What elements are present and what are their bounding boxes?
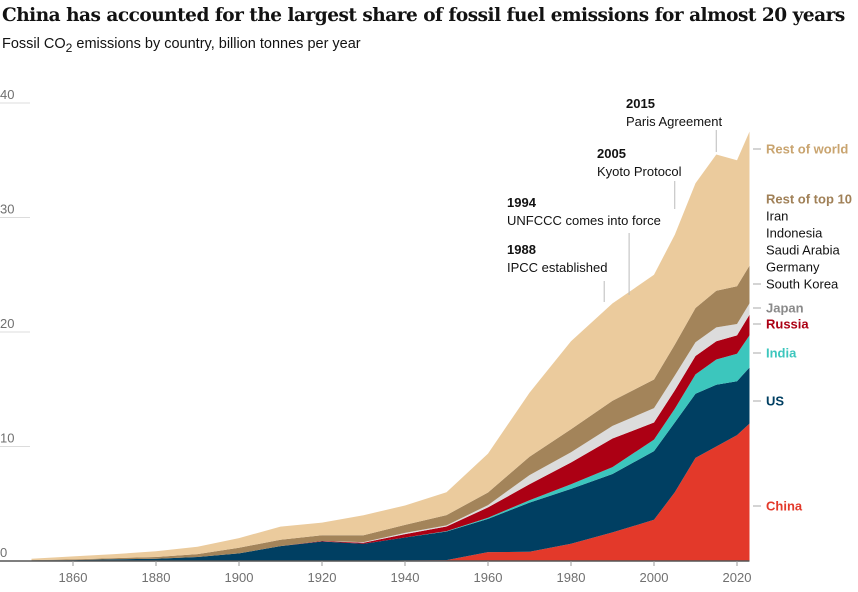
x-axis: 1860 1880 1900 1920 1940 1960 1980 2000 2020 bbox=[0, 560, 752, 585]
series-member-label: Indonesia bbox=[766, 226, 823, 241]
series-label: US bbox=[766, 394, 784, 409]
subtitle-text-end: emissions by country, billion tonnes per… bbox=[72, 36, 361, 52]
area-us bbox=[31, 367, 750, 561]
x-tick-label: 1960 bbox=[474, 570, 503, 585]
x-tick-label: 2020 bbox=[723, 570, 752, 585]
series-label: China bbox=[766, 499, 803, 514]
x-tick-label: 1980 bbox=[557, 570, 586, 585]
area-japan bbox=[31, 303, 750, 561]
chart-subtitle: Fossil CO2 emissions by country, billion… bbox=[2, 36, 361, 55]
x-tick-label: 1880 bbox=[142, 570, 171, 585]
subtitle-text: Fossil CO bbox=[2, 36, 66, 52]
series-label: Rest of top 10 bbox=[766, 192, 852, 207]
y-tick-label: 20 bbox=[0, 316, 14, 331]
series-member-label: Iran bbox=[766, 209, 788, 224]
annotation-text: Paris Agreement bbox=[626, 114, 722, 129]
annotation-year: 2005 bbox=[597, 146, 626, 161]
x-tick-label: 2000 bbox=[640, 570, 669, 585]
y-tick-label: 10 bbox=[0, 431, 14, 446]
areas bbox=[31, 131, 750, 561]
chart-title: China has accounted for the largest shar… bbox=[2, 5, 845, 26]
subtitle-subscript: 2 bbox=[65, 40, 73, 55]
annotations: 1988 IPCC established 1994 UNFCCC comes int… bbox=[507, 96, 722, 302]
series-label: Russia bbox=[766, 317, 809, 332]
annotation-year: 1994 bbox=[507, 195, 537, 210]
annotation-text: Kyoto Protocol bbox=[597, 164, 682, 179]
x-tick-label: 1940 bbox=[391, 570, 420, 585]
series-label: Rest of world bbox=[766, 142, 848, 157]
series-label: India bbox=[766, 346, 797, 361]
area-china bbox=[31, 423, 750, 561]
series-member-label: Saudi Arabia bbox=[766, 243, 840, 258]
y-tick-label: 0 bbox=[0, 545, 7, 560]
x-tick-label: 1920 bbox=[308, 570, 337, 585]
annotation-text: UNFCCC comes into force bbox=[507, 213, 661, 228]
annotation-year: 2015 bbox=[626, 96, 655, 111]
series-label: Japan bbox=[766, 301, 804, 316]
series-member-label: South Korea bbox=[766, 277, 839, 292]
area-rest-of-world bbox=[31, 131, 750, 561]
series-member-label: Germany bbox=[766, 260, 820, 275]
x-tick-label: 1900 bbox=[225, 570, 254, 585]
annotation-text: IPCC established bbox=[507, 260, 607, 275]
annotation-year: 1988 bbox=[507, 242, 536, 257]
y-gridlines: 0 10 20 30 40 bbox=[0, 87, 30, 560]
area-rest-of-top-10 bbox=[31, 265, 750, 561]
x-tick-label: 1860 bbox=[59, 570, 88, 585]
y-tick-label: 30 bbox=[0, 202, 14, 217]
y-tick-label: 40 bbox=[0, 87, 14, 102]
